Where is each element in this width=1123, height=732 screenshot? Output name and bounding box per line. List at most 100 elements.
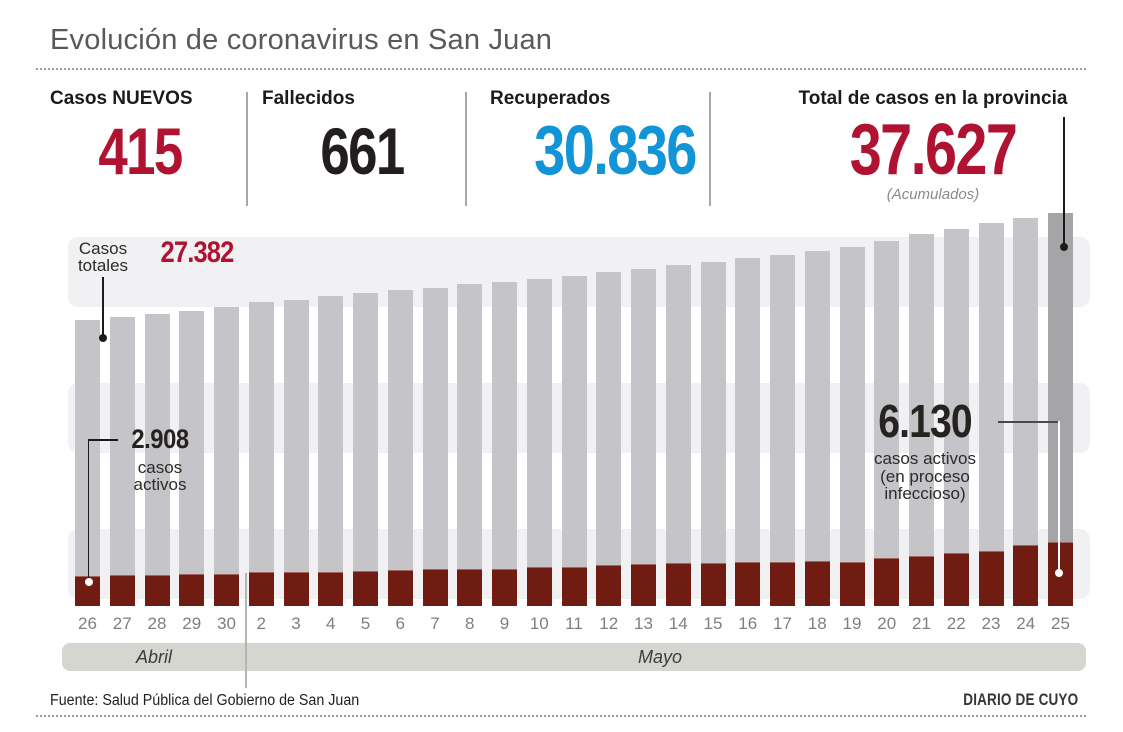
leader-line [87,439,89,581]
x-label-26: 26 [78,614,97,633]
x-label-27: 27 [112,614,132,633]
x-label-3: 3 [291,614,301,633]
leader-dot [85,578,93,586]
month-label-mayo: Mayo [637,647,682,667]
leader-line [998,421,1060,423]
bar-total-27 [109,317,135,606]
bar-active-10 [526,567,552,606]
x-label-7: 7 [430,614,440,633]
x-label-6: 6 [395,614,405,633]
bar-active-20 [874,558,900,606]
leader-line [1058,421,1060,572]
stat-value: 30.836 [534,111,697,189]
x-label-29: 29 [182,614,202,633]
stat-recuperados: Recuperados 30.836 [490,88,740,185]
x-label-24: 24 [1016,614,1036,633]
bar-active-22 [943,553,969,606]
bar-active-2 [248,572,274,606]
stat-label: Recuperados [490,88,611,109]
page-title: Evolución de coronavirus en San Juan [50,24,553,56]
stat-casos-nuevos: Casos NUEVOS 415 [50,88,230,184]
first-active-value: 2.908 [131,424,189,454]
bar-active-3 [283,572,309,606]
stat-divider [246,92,248,206]
bar-total-29 [179,311,205,606]
stat-total-provincia: Total de casos en la provincia 37.627 (A… [788,88,1078,203]
x-label-17: 17 [773,614,792,633]
x-label-28: 28 [147,614,167,633]
bar-total-8 [457,284,483,606]
bar-active-9 [492,569,517,606]
x-label-4: 4 [326,614,336,633]
stat-value: 37.627 [849,110,1018,190]
bar-total-14 [665,265,691,606]
bar-active-12 [596,565,622,606]
leader-line [1063,117,1065,246]
bar-total-6 [387,290,413,606]
leader-line [88,439,118,441]
bar-active-15 [700,563,726,606]
x-label-18: 18 [807,614,827,633]
bar-total-30 [214,307,239,606]
month-label-abril: Abril [135,647,172,667]
bar-total-2 [248,302,274,606]
x-label-2: 2 [256,614,266,633]
x-label-19: 19 [842,614,862,633]
stat-divider [709,92,711,206]
bar-total-21 [909,234,934,606]
bar-active-18 [804,561,830,606]
x-label-12: 12 [599,614,619,633]
bar-total-24 [1013,218,1039,606]
bar-active-30 [214,574,239,606]
leader-dot [1055,569,1063,577]
bar-active-6 [387,570,413,606]
stat-label: Casos NUEVOS [50,88,193,109]
x-label-23: 23 [981,614,1001,633]
bar-total-18 [804,251,830,606]
bar-total-22 [943,229,969,606]
bar-total-7 [422,288,448,606]
x-label-9: 9 [499,614,510,633]
bar-total-5 [353,293,378,606]
bar-active-11 [561,567,587,606]
x-label-13: 13 [634,614,653,633]
dotted-rule-top [36,68,1086,70]
x-label-8: 8 [465,614,475,633]
x-label-25: 25 [1051,614,1070,633]
bar-total-12 [596,272,622,606]
bar-total-20 [874,241,900,606]
x-label-10: 10 [529,614,549,633]
bar-active-14 [665,563,691,606]
bar-active-17 [770,562,795,606]
x-label-16: 16 [738,614,758,633]
bar-active-8 [457,569,483,606]
stat-fallecidos: Fallecidos 661 [262,88,462,184]
stat-divider [465,92,467,206]
credit-text: DIARIO DE CUYO [962,691,1078,709]
bar-total-9 [492,282,517,606]
x-label-21: 21 [912,614,931,633]
last-active-label: casos activos (en proceso infeccioso) [873,449,977,503]
bar-total-23 [978,223,1004,606]
bar-total-16 [735,258,761,606]
leader-line [102,277,104,337]
bar-active-7 [422,569,448,606]
bar-active-19 [839,562,865,606]
x-label-20: 20 [877,614,897,633]
dotted-rule-bottom [36,715,1086,717]
bar-active-23 [978,551,1004,606]
last-active-value: 6.130 [878,395,972,447]
bar-total-3 [283,300,309,606]
x-label-5: 5 [360,614,371,633]
bar-total-17 [770,255,795,606]
casos-totales-label: Casos totales [77,239,129,275]
leader-dot [99,334,107,342]
bar-active-24 [1013,545,1039,606]
bar-total-11 [561,276,587,606]
stat-label: Fallecidos [262,88,355,109]
bar-active-5 [353,571,378,606]
x-label-22: 22 [946,614,966,633]
bar-total-15 [700,262,726,606]
bar-active-4 [318,572,344,606]
